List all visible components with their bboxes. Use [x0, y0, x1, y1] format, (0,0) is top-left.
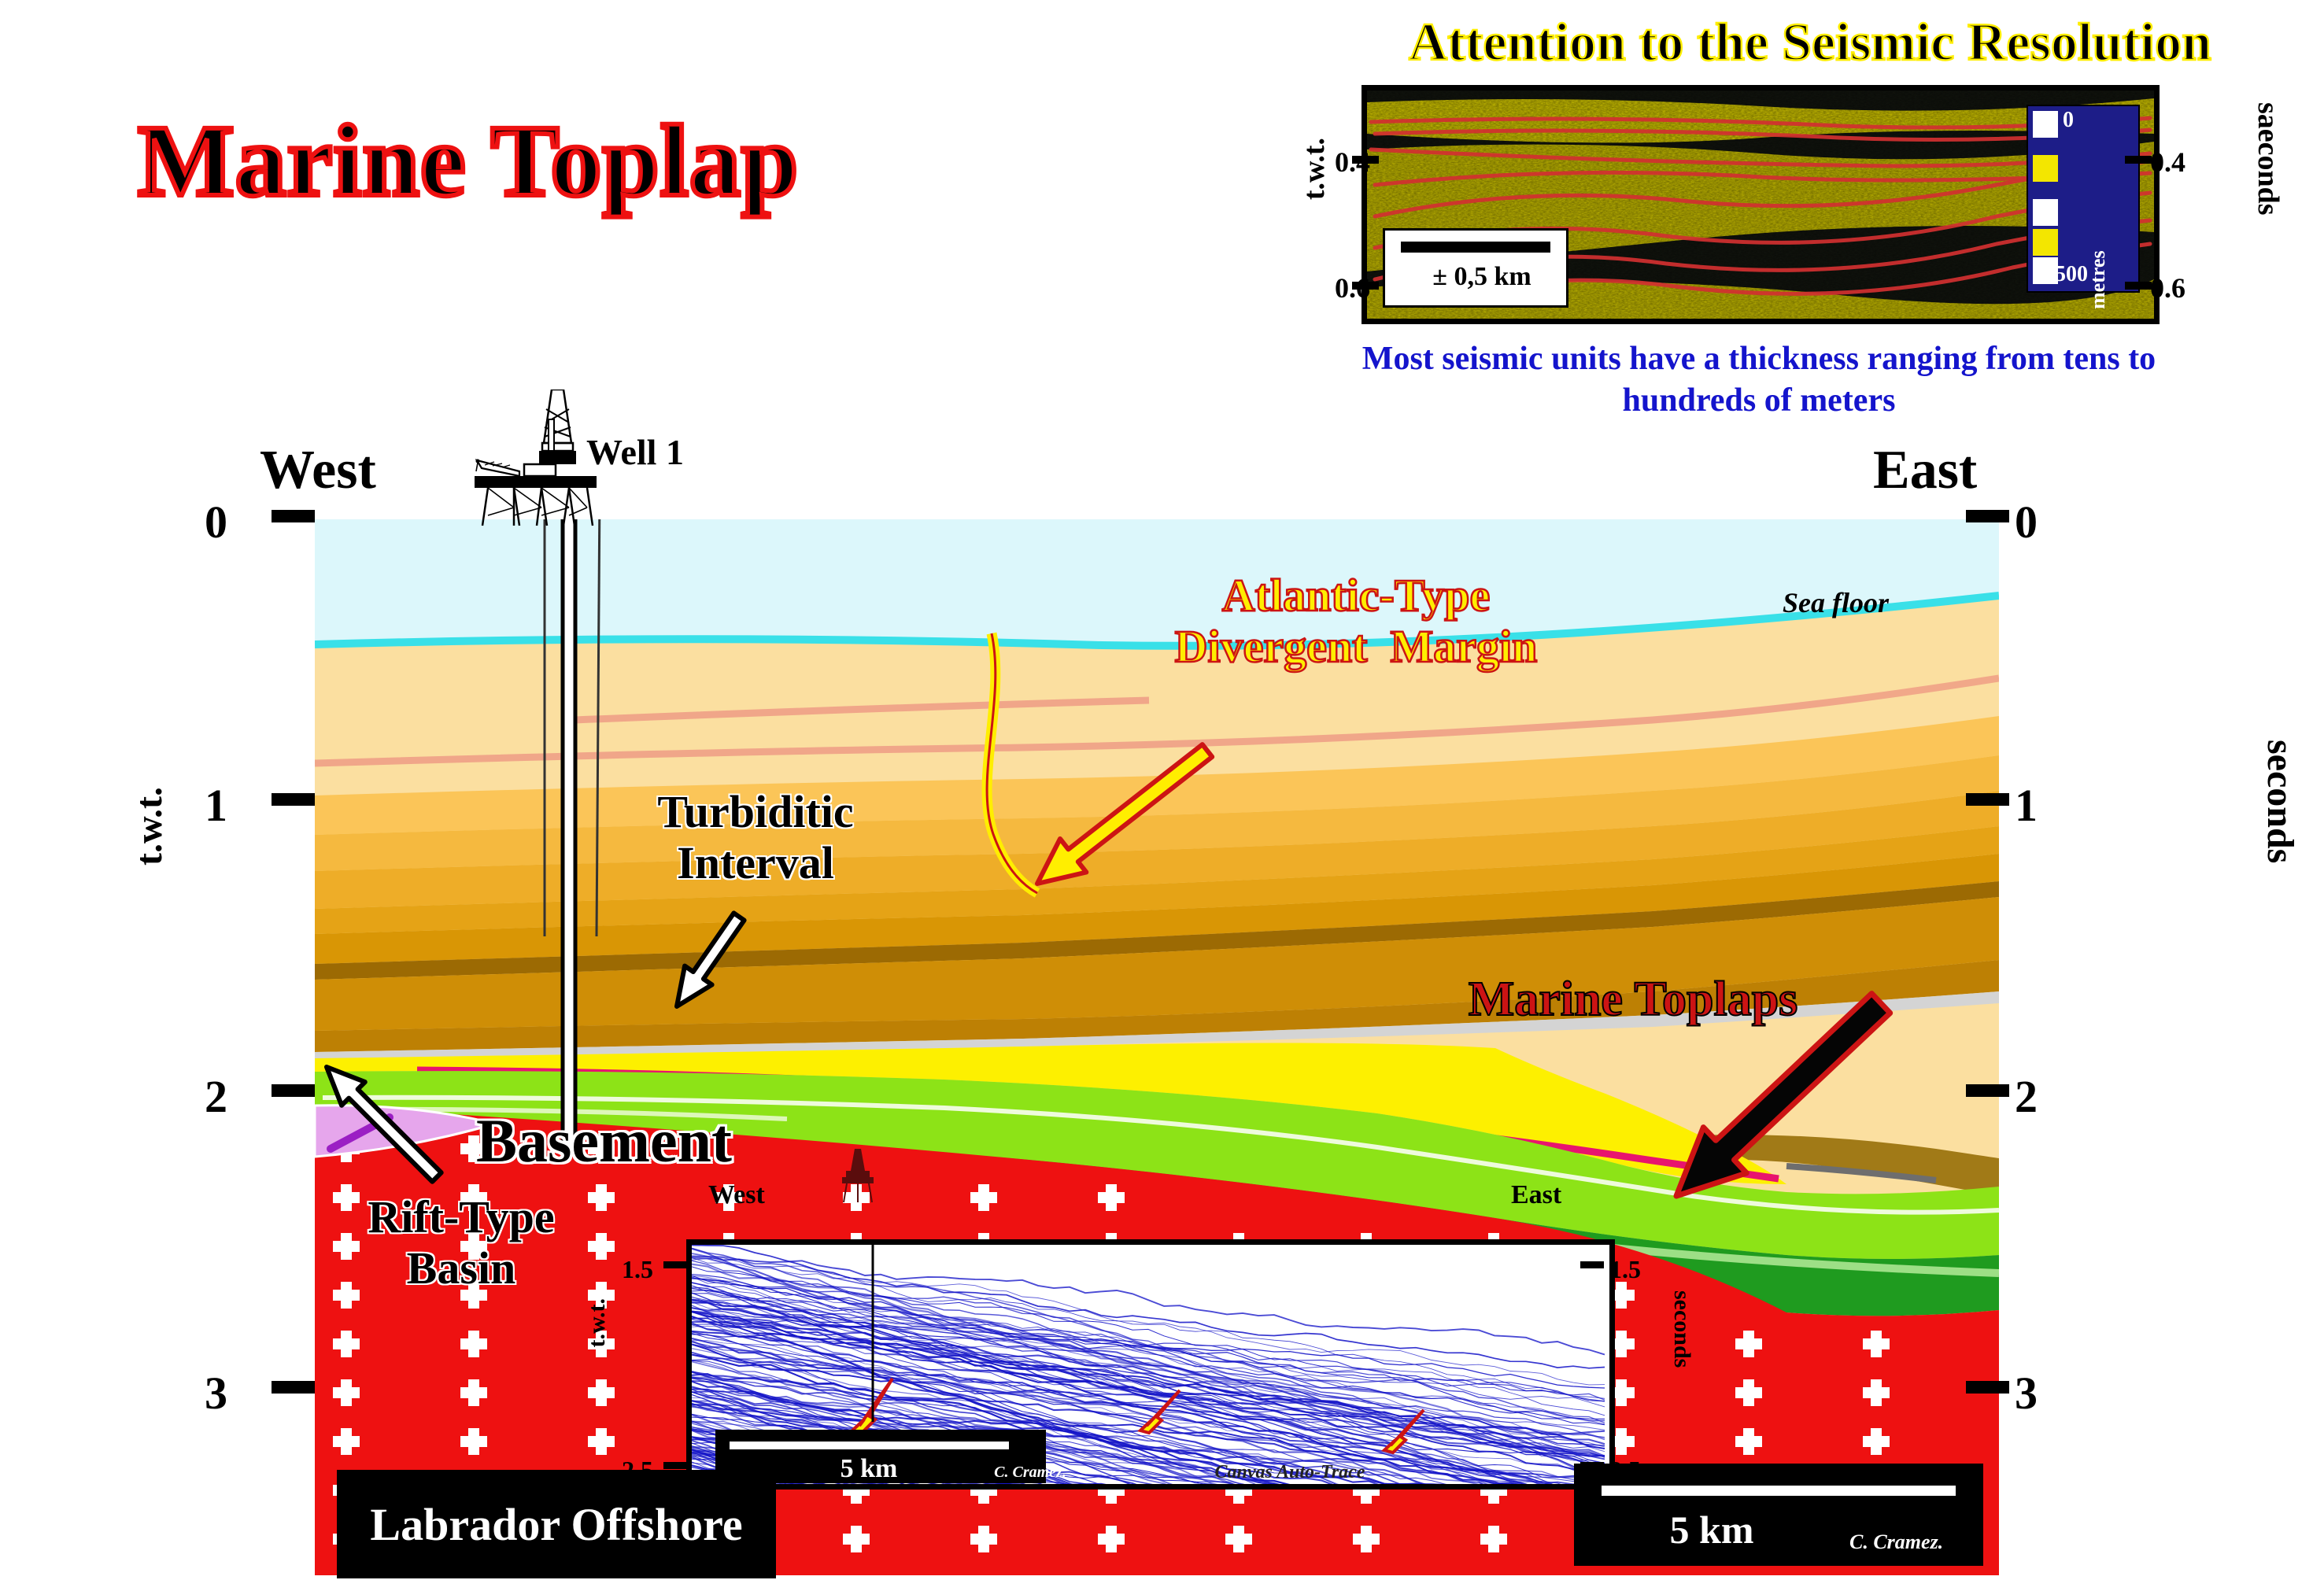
svg-text:Canvas Auto-Trace: Canvas Auto-Trace — [1215, 1462, 1365, 1482]
svg-text:C. Cramez.: C. Cramez. — [994, 1464, 1066, 1481]
svg-text:5 km: 5 km — [841, 1454, 898, 1483]
